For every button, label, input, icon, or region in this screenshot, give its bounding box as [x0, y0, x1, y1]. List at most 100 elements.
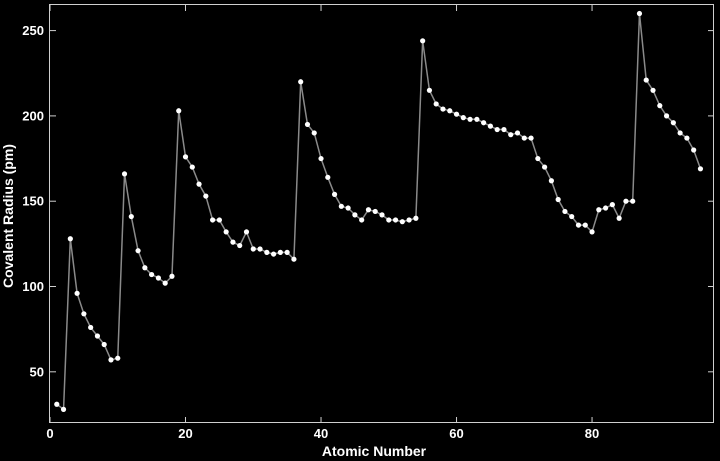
- x-tick-label: 60: [449, 426, 463, 441]
- data-point: [623, 198, 629, 204]
- data-point: [155, 275, 162, 281]
- data-point: [535, 155, 541, 162]
- data-point: [196, 181, 202, 187]
- data-point: [311, 130, 317, 136]
- data-point: [318, 155, 324, 162]
- data-point: [291, 256, 297, 262]
- data-point: [575, 222, 582, 228]
- data-point: [149, 271, 155, 278]
- data-point: [481, 120, 487, 126]
- plot-frame: [49, 4, 714, 423]
- data-point: [372, 208, 378, 215]
- data-point: [128, 213, 134, 220]
- data-point: [365, 207, 372, 213]
- data-point: [602, 205, 609, 211]
- data-points: [54, 10, 704, 412]
- data-point: [474, 116, 480, 122]
- data-point: [210, 217, 216, 223]
- data-point: [569, 213, 575, 220]
- data-point: [270, 251, 277, 257]
- data-point: [684, 135, 690, 141]
- data-point: [447, 108, 453, 114]
- data-point: [521, 135, 527, 141]
- data-point: [182, 154, 189, 160]
- data-point: [237, 242, 243, 249]
- data-point: [189, 164, 195, 170]
- data-point: [304, 121, 311, 128]
- data-point: [108, 357, 114, 363]
- data-point: [467, 116, 473, 122]
- data-point: [440, 106, 446, 112]
- data-point: [494, 126, 500, 133]
- data-point: [555, 196, 561, 203]
- data-point: [663, 113, 670, 119]
- data-point: [115, 355, 121, 361]
- data-point: [223, 229, 229, 235]
- data-point: [359, 217, 365, 223]
- data-point: [203, 193, 209, 199]
- data-point: [135, 248, 141, 254]
- data-point: [325, 174, 331, 180]
- y-tick-label: 100: [22, 279, 44, 294]
- data-point: [142, 265, 148, 271]
- data-point: [54, 401, 60, 407]
- data-point: [392, 217, 399, 223]
- data-point: [250, 246, 256, 252]
- y-tick-label: 250: [22, 23, 44, 38]
- data-point: [650, 87, 656, 93]
- data-point: [345, 205, 351, 211]
- data-point: [67, 236, 73, 242]
- data-point: [630, 198, 636, 204]
- data-point: [528, 135, 534, 141]
- data-point: [379, 212, 385, 218]
- data-point: [487, 123, 494, 129]
- data-point: [169, 273, 175, 279]
- data-point: [176, 108, 182, 114]
- data-point: [582, 222, 588, 228]
- data-point: [406, 217, 412, 223]
- x-tick-label: 80: [585, 426, 599, 441]
- data-point: [74, 290, 80, 296]
- data-point: [338, 203, 344, 209]
- data-point: [589, 229, 595, 235]
- data-point: [216, 217, 222, 223]
- data-point: [691, 147, 697, 153]
- data-point: [243, 229, 250, 235]
- data-point: [677, 130, 683, 136]
- data-point: [298, 79, 304, 85]
- data-point: [609, 202, 615, 208]
- data-point: [284, 249, 290, 255]
- data-point: [399, 219, 405, 225]
- data-point: [460, 115, 466, 121]
- data-point: [433, 101, 439, 107]
- data-point: [508, 132, 514, 138]
- x-tick-label: 0: [46, 426, 53, 441]
- data-point: [426, 87, 433, 93]
- data-point: [670, 120, 676, 126]
- data-point: [453, 111, 460, 117]
- data-point: [162, 280, 168, 286]
- data-point: [501, 126, 507, 133]
- data-point: [697, 166, 704, 172]
- data-point: [264, 249, 270, 255]
- data-point: [81, 311, 87, 317]
- data-point: [60, 406, 67, 412]
- y-tick-label: 50: [30, 364, 44, 379]
- data-point: [386, 217, 392, 223]
- data-point: [101, 341, 107, 348]
- data-point: [636, 10, 643, 17]
- y-tick-label: 150: [22, 194, 44, 209]
- data-point: [616, 215, 622, 221]
- data-point: [643, 77, 649, 83]
- y-tick-label: 200: [22, 108, 44, 123]
- x-tick-label: 40: [314, 426, 328, 441]
- data-point: [121, 171, 128, 177]
- data-point: [277, 249, 283, 255]
- data-point: [420, 38, 426, 44]
- data-point: [331, 191, 338, 197]
- data-point: [88, 324, 94, 331]
- data-point: [94, 333, 101, 339]
- data-point: [413, 215, 419, 221]
- y-axis-ticks: 50 100 150 200 250: [22, 23, 714, 379]
